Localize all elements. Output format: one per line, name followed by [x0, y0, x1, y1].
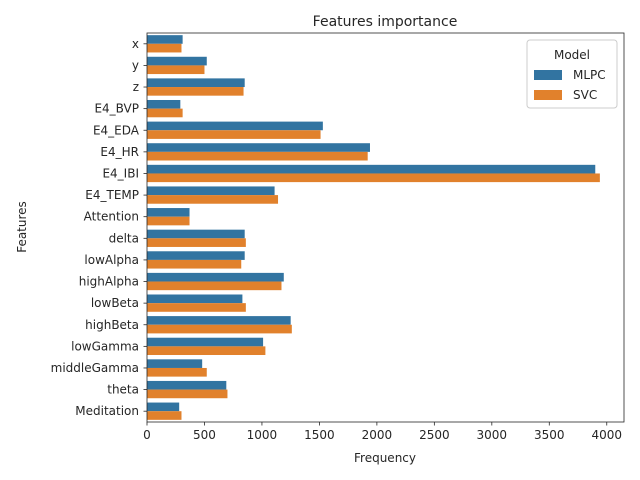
y-tick-label: lowBeta [91, 296, 139, 310]
bar-svc-highbeta [147, 324, 292, 334]
y-tick-label: lowAlpha [84, 253, 139, 267]
bar-mlpc-lowalpha [147, 251, 245, 260]
bar-mlpc-middlegamma [147, 359, 203, 368]
bar-mlpc-meditation [147, 402, 180, 412]
bar-mlpc-e4-eda [147, 121, 323, 131]
bar-mlpc-y [147, 56, 207, 66]
legend-title: Model [554, 48, 590, 62]
bar-mlpc-highbeta [147, 316, 291, 325]
bar-mlpc-lowbeta [147, 294, 243, 304]
y-tick-label: E4_HR [100, 145, 139, 159]
bar-mlpc-x [147, 35, 183, 44]
bar-svc-middlegamma [147, 367, 207, 377]
bar-svc-lowgamma [147, 346, 266, 356]
plot-frame [146, 32, 625, 423]
y-tick-label: E4_TEMP [85, 188, 139, 202]
bar-mlpc-delta [147, 229, 245, 239]
bar-svc-attention [147, 216, 190, 226]
bar-svc-x [147, 43, 182, 53]
x-axis-title: Frequency [354, 451, 416, 465]
bar-svc-theta [147, 389, 228, 399]
y-tick-label: theta [107, 383, 139, 397]
x-tick-label: 2500 [419, 428, 450, 442]
x-tick-label: 2000 [362, 428, 393, 442]
bar-svc-highalpha [147, 281, 282, 291]
y-tick-label: highBeta [85, 318, 139, 332]
y-tick-label: z [133, 80, 139, 94]
legend-label-svc: SVC [573, 88, 597, 102]
bar-svc-e4-temp [147, 195, 279, 204]
bars-group [147, 35, 600, 420]
bar-mlpc-highalpha [147, 272, 284, 282]
x-tick-label: 1000 [247, 428, 278, 442]
legend-swatch-svc [534, 90, 562, 100]
bar-svc-y [147, 65, 205, 75]
bar-mlpc-e4-bvp [147, 99, 181, 109]
y-tick-label: Meditation [75, 404, 139, 418]
bar-mlpc-e4-hr [147, 143, 370, 152]
bar-svc-delta [147, 238, 246, 247]
y-tick-label: E4_EDA [93, 123, 140, 137]
x-tick-label: 500 [193, 428, 216, 442]
y-tick-label: delta [109, 231, 139, 245]
y-tick-label: x [132, 37, 139, 51]
bar-svc-e4-ibi [147, 173, 600, 183]
bar-svc-z [147, 87, 244, 96]
y-tick-label: highAlpha [79, 275, 139, 289]
x-axis-ticks: 0 500 1000 1500 2000 2500 3000 3500 4000 [143, 422, 622, 442]
x-tick-label: 3000 [477, 428, 508, 442]
legend-label-mlpc: MLPC [573, 68, 606, 82]
bar-svc-meditation [147, 411, 182, 420]
x-tick-label: 1500 [304, 428, 335, 442]
y-tick-label: lowGamma [71, 339, 139, 353]
chart-title: Features importance [313, 14, 458, 30]
bar-svc-e4-bvp [147, 108, 183, 118]
y-axis-title: Features [15, 201, 29, 253]
bar-mlpc-e4-ibi [147, 164, 596, 174]
x-tick-label: 4000 [591, 428, 622, 442]
y-tick-label: E4_BVP [94, 102, 139, 116]
bar-mlpc-z [147, 78, 245, 88]
x-tick-label: 3500 [534, 428, 565, 442]
legend: Model MLPC SVC [526, 39, 618, 109]
bar-mlpc-theta [147, 380, 227, 390]
bar-svc-e4-eda [147, 130, 321, 139]
bar-svc-lowalpha [147, 259, 242, 269]
y-axis-ticks: xyz E4_BVP E4_EDA E4_HR E4_IBI E4_TEMP Attenti… [51, 37, 147, 418]
bar-mlpc-e4-temp [147, 186, 275, 196]
y-tick-label: middleGamma [51, 361, 139, 375]
x-tick-label: 0 [143, 428, 151, 442]
y-tick-label: E4_IBI [102, 166, 139, 180]
bar-mlpc-attention [147, 208, 190, 217]
legend-swatch-mlpc [534, 70, 562, 80]
y-tick-label: Attention [84, 210, 139, 224]
y-tick-label: y [132, 58, 139, 72]
bar-svc-e4-hr [147, 151, 368, 161]
bar-mlpc-lowgamma [147, 337, 264, 347]
bar-svc-lowbeta [147, 303, 246, 312]
